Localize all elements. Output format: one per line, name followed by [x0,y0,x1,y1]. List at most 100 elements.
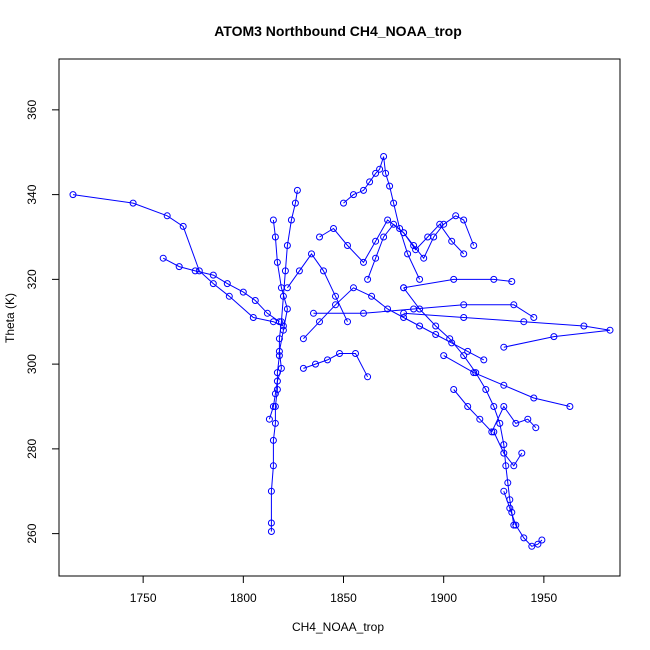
data-point [299,335,307,343]
data-point [500,343,508,351]
data-point [271,233,279,241]
series-line-segment-right-tail [503,491,543,547]
series-line-segment-far-right [403,312,611,348]
data-point [470,242,478,249]
data-point [251,297,259,304]
data-point [450,275,458,283]
data-point [271,419,279,427]
data-point [324,356,331,364]
data-point [372,169,380,177]
data-point [580,322,588,330]
data-point [376,165,384,173]
data-point [464,347,472,355]
data-point [448,237,456,245]
y-tick-label: 360 [25,100,39,120]
data-point [380,153,388,160]
x-tick-label: 1800 [230,591,257,605]
data-point [500,403,508,410]
data-point [416,322,424,330]
data-point [310,309,317,317]
data-point [460,314,468,321]
data-point [530,394,538,402]
data-point [340,199,347,207]
data-point [273,386,281,393]
data-point [510,301,518,309]
data-point [275,335,283,343]
data-point [163,212,171,220]
series-line-segment-vertical-column [270,190,298,532]
data-point [410,305,418,313]
data-point [538,536,546,544]
data-point [267,487,275,495]
data-point [510,521,518,529]
data-point [440,352,448,360]
data-point [390,220,398,228]
plot-frame [58,58,621,577]
data-point [460,216,468,224]
x-axis-label: CH4_NOAA_trop [292,620,384,634]
x-axis: 1750 1800 1850 1900 1950 [130,576,558,605]
data-point [269,403,277,410]
data-point [344,242,351,249]
data-point [452,212,460,220]
series-line-segment-right-descent [403,287,515,526]
y-tick-label: 280 [25,439,39,459]
data-point [372,237,380,245]
series-line-segment-right-upper [403,278,512,289]
data-point [386,182,394,190]
y-tick-label: 260 [25,523,39,543]
data-point [520,534,528,542]
data-point [273,258,281,266]
data-point [364,373,372,381]
data-point [330,225,337,232]
data-point [279,326,287,334]
series-line-segment-peak [343,156,421,280]
data-point [320,267,327,275]
data-point [191,267,199,275]
data-point [500,487,508,495]
data-point [291,199,299,207]
series-line-segment-right-spread [443,355,571,407]
data-point [360,186,367,194]
series-line-segment-left-branch [162,257,280,323]
data-point [364,275,372,283]
data-point [534,540,542,548]
chart-title: ATOM3 Northbound CH4_NOAA_trop [214,23,462,39]
series-line-segment-upper-left [72,194,284,327]
data-point [316,318,323,326]
data-point [502,462,510,470]
data-point [283,305,291,313]
data-point [440,220,448,228]
data-point [269,216,277,224]
data-point [269,462,277,470]
data-point [360,258,367,266]
data-point [508,278,516,285]
data-point [416,275,424,283]
data-point [524,415,532,423]
data-point [332,301,339,309]
data-point [500,441,508,449]
data-point [159,254,167,262]
data-point [476,415,484,423]
data-point [283,242,291,249]
data-point [436,220,444,228]
data-point [295,267,303,275]
data-point [482,386,490,393]
series-line-segment-upper-right-peak [367,215,475,280]
data-point [271,390,279,398]
data-point [420,254,428,262]
data-point [175,263,183,271]
data-point [400,229,408,237]
data-point [500,381,508,389]
data-point [382,169,390,177]
data-point [336,350,343,357]
data-point [225,292,233,300]
data-point [430,233,438,241]
y-tick-label: 340 [25,184,39,204]
data-point [550,333,558,341]
data-point [179,222,187,230]
data-point [350,191,357,199]
data-point [350,284,357,292]
data-point [299,364,307,372]
data-point [275,318,283,326]
